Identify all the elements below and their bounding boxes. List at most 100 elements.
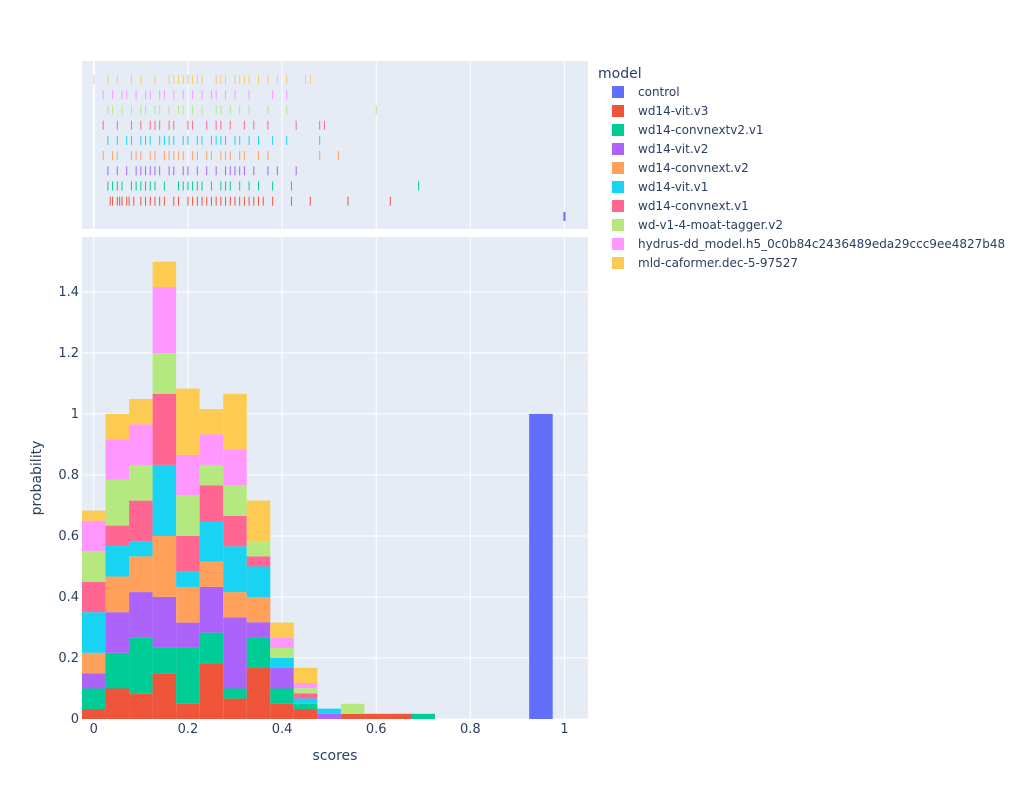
histogram-bar[interactable] bbox=[176, 586, 200, 623]
histogram-bar[interactable] bbox=[199, 663, 224, 719]
histogram-bar[interactable] bbox=[176, 703, 200, 719]
histogram-bar[interactable] bbox=[129, 424, 153, 465]
histogram-bar[interactable] bbox=[223, 393, 247, 450]
histogram-bar[interactable] bbox=[199, 586, 224, 633]
histogram-bar[interactable] bbox=[293, 703, 318, 709]
legend-item[interactable]: hydrus-dd_model.h5_0c0b84c2436489eda29cc… bbox=[612, 237, 1005, 251]
histogram-bar[interactable] bbox=[199, 464, 224, 486]
legend-item[interactable]: wd14-convnextv2.v1 bbox=[612, 123, 764, 137]
histogram-bar[interactable] bbox=[105, 546, 130, 577]
histogram-bar[interactable] bbox=[152, 673, 177, 719]
histogram-bar[interactable] bbox=[293, 688, 318, 694]
histogram-bar[interactable] bbox=[293, 693, 318, 699]
histogram-bar[interactable] bbox=[176, 388, 200, 455]
histogram-bar[interactable] bbox=[129, 398, 153, 425]
histogram-bar[interactable] bbox=[246, 556, 271, 567]
histogram-bar[interactable] bbox=[199, 409, 224, 435]
histogram-bar[interactable] bbox=[199, 632, 224, 664]
legend-item[interactable]: wd14-convnext.v2 bbox=[612, 161, 749, 175]
histogram-bar[interactable] bbox=[129, 592, 153, 638]
histogram-bar[interactable] bbox=[270, 703, 294, 719]
legend-item[interactable]: wd-v1-4-moat-tagger.v2 bbox=[612, 218, 783, 232]
histogram-bar[interactable] bbox=[246, 622, 271, 638]
histogram-bar[interactable] bbox=[176, 495, 200, 536]
histogram-bar[interactable] bbox=[152, 287, 177, 354]
histogram-bar[interactable] bbox=[246, 637, 271, 669]
histogram-bar[interactable] bbox=[176, 535, 200, 572]
histogram-bar[interactable] bbox=[293, 667, 318, 684]
histogram-bar[interactable] bbox=[152, 535, 177, 597]
histogram-bar[interactable] bbox=[82, 520, 106, 552]
histogram-bar[interactable] bbox=[152, 596, 177, 648]
histogram-bar[interactable] bbox=[152, 393, 177, 465]
histogram-bar[interactable] bbox=[105, 525, 130, 547]
histogram-bar[interactable] bbox=[387, 713, 412, 719]
legend-item[interactable]: mld-caformer.dec-5-97527 bbox=[612, 256, 798, 270]
histogram-bar[interactable] bbox=[223, 449, 247, 486]
histogram-bar[interactable] bbox=[82, 510, 106, 521]
histogram-bar[interactable] bbox=[152, 647, 177, 674]
histogram-bar[interactable] bbox=[105, 576, 130, 613]
histogram-bar[interactable] bbox=[82, 708, 106, 719]
histogram-bar[interactable] bbox=[199, 521, 224, 562]
histogram-bar[interactable] bbox=[340, 713, 365, 719]
histogram-bar[interactable] bbox=[223, 485, 247, 516]
legend-item[interactable]: wd14-vit.v3 bbox=[612, 104, 708, 118]
histogram-bar[interactable] bbox=[82, 551, 106, 582]
histogram-bar[interactable] bbox=[270, 647, 294, 658]
histogram-bar[interactable] bbox=[105, 652, 130, 689]
histogram-bar[interactable] bbox=[105, 479, 130, 526]
histogram-bar[interactable] bbox=[223, 688, 247, 699]
histogram-bar[interactable] bbox=[246, 541, 271, 557]
histogram-bar[interactable] bbox=[223, 592, 247, 618]
histogram-bar[interactable] bbox=[270, 668, 294, 689]
histogram-bar[interactable] bbox=[317, 713, 341, 719]
histogram-bar[interactable] bbox=[270, 657, 294, 669]
histogram-bar[interactable] bbox=[105, 612, 130, 653]
histogram-bar[interactable] bbox=[129, 464, 153, 501]
histogram-bar[interactable] bbox=[246, 668, 271, 719]
histogram-bar[interactable] bbox=[176, 571, 200, 587]
legend-item[interactable]: wd14-vit.v1 bbox=[612, 180, 708, 194]
histogram-bar[interactable] bbox=[199, 485, 224, 522]
histogram-bar[interactable] bbox=[223, 617, 247, 689]
legend-item[interactable]: wd14-vit.v2 bbox=[612, 142, 708, 156]
histogram-bar[interactable] bbox=[82, 581, 106, 613]
histogram-bar[interactable] bbox=[270, 688, 294, 704]
histogram-bar[interactable] bbox=[246, 566, 271, 597]
legend-item[interactable]: wd14-convnext.v1 bbox=[612, 199, 749, 213]
histogram-bar[interactable] bbox=[270, 622, 294, 638]
histogram-bar[interactable] bbox=[105, 439, 130, 480]
histogram-bar[interactable] bbox=[246, 596, 271, 623]
histogram-bar[interactable] bbox=[129, 556, 153, 593]
histogram-bar[interactable] bbox=[293, 708, 318, 719]
histogram-bar[interactable] bbox=[82, 688, 106, 709]
histogram-bar[interactable] bbox=[293, 683, 318, 689]
histogram-bar[interactable] bbox=[152, 261, 177, 288]
histogram-bar[interactable] bbox=[176, 647, 200, 704]
histogram-bar[interactable] bbox=[317, 708, 341, 714]
histogram-bar[interactable] bbox=[199, 561, 224, 587]
histogram-bar[interactable] bbox=[411, 713, 436, 719]
histogram-bar[interactable] bbox=[223, 698, 247, 719]
legend-item[interactable]: control bbox=[612, 85, 680, 99]
histogram-bar[interactable] bbox=[82, 652, 106, 674]
histogram-bar[interactable] bbox=[176, 454, 200, 496]
histogram-bar[interactable] bbox=[152, 464, 177, 536]
histogram-bar[interactable] bbox=[199, 434, 224, 465]
histogram-bar[interactable] bbox=[270, 637, 294, 648]
histogram-bar[interactable] bbox=[223, 515, 247, 547]
histogram-bar[interactable] bbox=[129, 541, 153, 557]
histogram-bar[interactable] bbox=[82, 612, 106, 653]
histogram-bar[interactable] bbox=[364, 713, 388, 719]
histogram-bar[interactable] bbox=[82, 673, 106, 689]
histogram-bar[interactable] bbox=[223, 546, 247, 593]
histogram-bar[interactable] bbox=[176, 622, 200, 648]
histogram-bar[interactable] bbox=[129, 500, 153, 542]
histogram-bar[interactable] bbox=[529, 413, 553, 719]
histogram-bar[interactable] bbox=[293, 698, 318, 704]
histogram-bar[interactable] bbox=[129, 637, 153, 694]
histogram-bar[interactable] bbox=[246, 500, 271, 542]
histogram-bar[interactable] bbox=[105, 413, 130, 440]
histogram-bar[interactable] bbox=[129, 693, 153, 719]
